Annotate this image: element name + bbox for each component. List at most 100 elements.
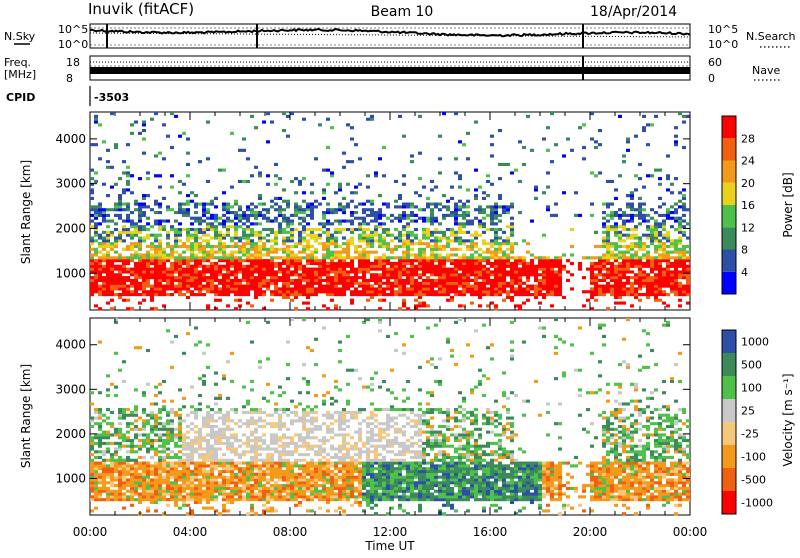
range-cell [402,304,406,307]
range-cell [290,467,294,470]
range-cell [606,245,610,248]
range-cell [678,239,682,242]
range-cell [662,234,666,237]
range-cell [250,464,254,467]
range-cell [338,245,342,248]
range-cell [90,219,94,222]
range-cell [466,200,470,203]
range-cell [98,442,102,445]
range-cell [178,253,182,256]
range-cell [130,428,134,431]
range-cell [394,262,398,265]
range-cell [142,129,146,132]
range-cell [258,467,262,470]
range-cell [526,273,530,276]
range-cell [674,242,678,245]
range-cell [374,251,378,254]
range-cell [182,490,186,493]
range-cell [590,137,594,140]
range-cell [478,205,482,208]
range-cell [654,287,658,290]
range-cell [98,439,102,442]
range-cell [622,256,626,259]
range-cell [130,242,134,245]
range-cell [458,248,462,251]
range-cell [274,217,278,220]
range-cell [258,203,262,206]
range-cell [242,268,246,271]
range-cell [286,445,290,448]
range-cell [578,268,582,271]
range-cell [130,279,134,282]
range-cell [210,248,214,251]
range-cell [154,476,158,479]
range-cell [402,259,406,262]
range-cell [570,228,574,231]
range-cell [186,476,190,479]
range-cell [250,504,254,507]
range-cell [134,203,138,206]
range-cell [94,231,98,234]
range-cell [598,129,602,132]
range-cell [630,203,634,206]
range-cell [138,253,142,256]
range-cell [166,462,170,465]
range-cell [102,211,106,214]
range-cell [178,222,182,225]
range-cell [162,442,166,445]
range-cell [498,228,502,231]
range-cell [418,217,422,220]
range-cell [558,287,562,290]
range-cell [262,433,266,436]
range-cell [466,287,470,290]
range-cell [150,234,154,237]
range-cell [182,470,186,473]
range-cell [90,282,94,285]
range-cell [254,262,258,265]
range-cell [286,279,290,282]
range-cell [218,394,222,397]
range-cell [226,417,230,420]
range-cell [474,208,478,211]
range-cell [394,236,398,239]
range-cell [282,251,286,254]
range-cell [222,470,226,473]
range-cell [414,268,418,271]
range-cell [666,154,670,157]
range-cell [262,228,266,231]
range-cell [430,208,434,211]
range-cell [146,487,150,490]
range-cell [114,259,118,262]
range-cell [590,203,594,206]
range-cell [146,276,150,279]
range-cell [326,256,330,259]
range-cell [430,251,434,254]
range-cell [114,214,118,217]
range-cell [98,251,102,254]
range-cell [162,478,166,481]
range-cell [282,236,286,239]
range-cell [214,450,218,453]
range-cell [658,242,662,245]
range-cell [126,228,130,231]
range-cell [282,453,286,456]
range-cell [106,268,110,271]
range-cell [382,231,386,234]
range-cell [226,208,230,211]
range-cell [246,242,250,245]
range-cell [90,268,94,271]
range-cell [626,259,630,262]
range-cell [314,256,318,259]
range-cell [226,285,230,288]
range-cell [174,414,178,417]
range-cell [610,180,614,183]
range-cell [102,433,106,436]
range-cell [434,236,438,239]
range-cell [254,422,258,425]
range-cell [134,405,138,408]
range-cell [198,495,202,498]
range-cell [410,268,414,271]
range-cell [630,228,634,231]
range-cell [254,445,258,448]
range-cell [110,425,114,428]
